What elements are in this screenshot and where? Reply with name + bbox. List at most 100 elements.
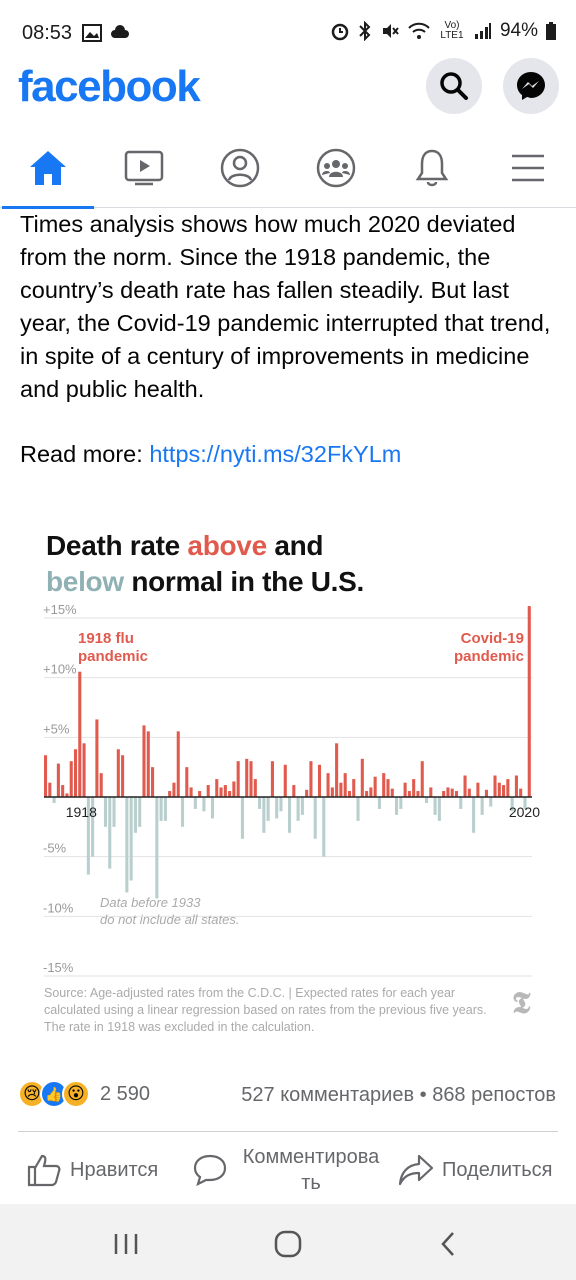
share-button[interactable]: Поделиться: [398, 1140, 552, 1200]
chart-title-below: below: [46, 566, 124, 597]
comment-button[interactable]: Комментирова ть: [192, 1140, 386, 1200]
bar: [270, 761, 274, 797]
reactions-summary[interactable]: 😢 👍 😮 2 590: [18, 1080, 150, 1108]
bar: [459, 797, 463, 809]
comments-shares-count[interactable]: 527 комментариев • 868 репостов: [241, 1084, 556, 1106]
bar: [142, 725, 146, 797]
bar: [365, 791, 369, 797]
bar: [493, 775, 497, 797]
bar: [82, 743, 86, 797]
bar: [305, 789, 309, 797]
bell-icon: [415, 149, 449, 187]
annotation-flu: pandemic: [78, 648, 148, 665]
bar: [95, 719, 99, 797]
tab-menu[interactable]: [480, 128, 576, 208]
read-more-link[interactable]: https://nyti.ms/32FkYLm: [149, 441, 402, 467]
bar: [416, 791, 420, 797]
read-more: Read more: https://nyti.ms/32FkYLm: [20, 438, 401, 471]
bar: [429, 787, 433, 797]
bar: [78, 671, 82, 797]
home-icon: [30, 151, 66, 185]
bar: [185, 767, 189, 797]
bar: [360, 758, 364, 797]
gallery-icon: [82, 24, 102, 42]
back-button[interactable]: [418, 1224, 478, 1264]
bar: [108, 797, 112, 869]
y-tick-label: +15%: [43, 602, 77, 617]
bar: [502, 785, 506, 797]
annotation-covid: Covid-19: [461, 630, 524, 647]
bar: [476, 782, 480, 797]
comment-icon: [193, 1154, 227, 1187]
tab-home[interactable]: [0, 128, 96, 209]
tab-watch[interactable]: [96, 128, 192, 208]
like-label: Нравится: [70, 1159, 159, 1181]
bar: [198, 791, 202, 797]
bar: [514, 775, 518, 797]
battery-icon: [546, 22, 556, 40]
bar: [180, 797, 185, 827]
bar: [91, 797, 95, 857]
search-icon: [440, 72, 468, 100]
bar: [228, 791, 232, 797]
bar: [373, 776, 377, 797]
bar: [193, 797, 197, 809]
bar: [151, 767, 155, 797]
bar: [219, 787, 223, 797]
bar: [159, 797, 163, 821]
bar: [326, 773, 330, 797]
signal-icon: [474, 23, 491, 39]
bar: [86, 797, 90, 875]
read-more-label: Read more:: [20, 441, 143, 467]
bar: [44, 755, 48, 797]
tab-profile[interactable]: [192, 128, 288, 208]
status-time: 08:53: [22, 22, 73, 44]
bar: [395, 797, 399, 815]
recents-button[interactable]: [96, 1224, 156, 1264]
home-nav-icon: [274, 1230, 302, 1258]
tab-bar: [0, 128, 576, 209]
search-button[interactable]: [426, 58, 482, 114]
facebook-logo[interactable]: facebook: [18, 62, 201, 111]
bar: [335, 743, 339, 797]
bar: [116, 749, 120, 797]
wow-emoji-icon: 😮: [62, 1080, 90, 1108]
bar: [527, 606, 531, 797]
y-tick-label: -5%: [43, 841, 67, 856]
bar: [245, 758, 249, 797]
x-tick-label: 2020: [509, 804, 540, 820]
tab-groups[interactable]: [288, 128, 384, 208]
bar: [300, 797, 304, 815]
bar: [283, 764, 287, 797]
bar: [309, 761, 313, 797]
bar: [484, 789, 488, 797]
bar: [352, 779, 356, 797]
bar: [73, 749, 78, 797]
post-text: Times analysis shows how much 2020 devia…: [20, 211, 551, 402]
bar: [172, 782, 176, 797]
share-icon: [398, 1154, 434, 1186]
system-nav-bar: [0, 1204, 576, 1280]
bar: [146, 731, 150, 797]
annotation-note: do not include all states.: [100, 912, 239, 927]
annotation-flu: 1918 flu: [78, 630, 134, 647]
bar: [253, 779, 257, 797]
home-nav-button[interactable]: [258, 1224, 318, 1264]
tab-notifications[interactable]: [384, 128, 480, 208]
bar: [262, 797, 266, 833]
like-button[interactable]: Нравится: [26, 1140, 158, 1200]
bar: [313, 797, 317, 839]
messenger-button[interactable]: [503, 58, 559, 114]
bar: [446, 787, 450, 797]
groups-icon: [316, 148, 356, 188]
bar: [497, 782, 501, 797]
status-bar: 08:53 Vo) LTE1 94%: [0, 0, 576, 62]
bar: [202, 797, 206, 812]
bar: [339, 782, 343, 797]
chart-title: Death rate above and below normal in the…: [46, 528, 364, 600]
bar: [510, 797, 514, 812]
bar: [424, 797, 429, 803]
bar: [292, 785, 296, 797]
bar: [330, 787, 334, 797]
